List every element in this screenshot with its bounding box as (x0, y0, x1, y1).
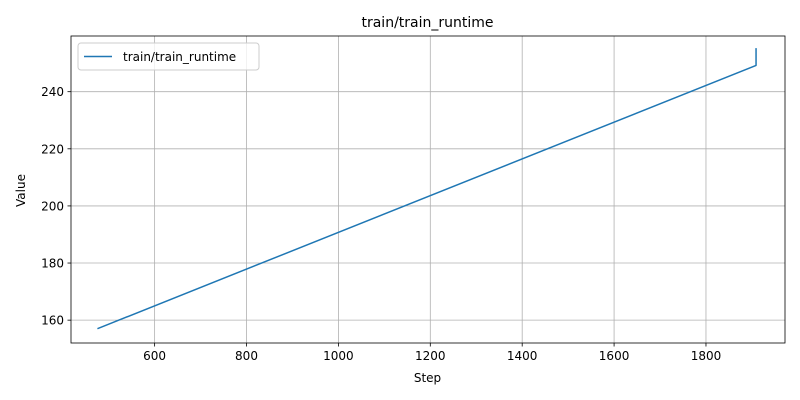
y-tick-label: 200 (41, 199, 64, 213)
x-tick-label: 1800 (691, 349, 722, 363)
axes-frame (70, 35, 786, 344)
x-tick-label: 1200 (415, 349, 446, 363)
y-tick-label: 240 (41, 85, 64, 99)
x-tick-label: 1400 (507, 349, 538, 363)
x-tick-label: 1000 (323, 349, 354, 363)
y-tick-label: 180 (41, 257, 64, 271)
plot-area: 600 800 1000 1200 1400 1600 1800 160 180 200 220 24… (41, 35, 786, 363)
x-axis-label: Step (414, 371, 441, 385)
x-tick-label: 1600 (599, 349, 630, 363)
legend-box (77, 42, 260, 71)
legend: train/train_runtime (77, 42, 260, 71)
y-tick-label: 220 (41, 142, 64, 156)
y-axis-label: Value (14, 174, 28, 207)
chart-title: train/train_runtime (361, 15, 493, 31)
x-tick-label: 800 (235, 349, 258, 363)
y-tick-label: 160 (41, 314, 64, 328)
legend-label: train/train_runtime (123, 50, 236, 64)
grid-lines (71, 36, 785, 343)
x-tick-label: 600 (143, 349, 166, 363)
series-line (97, 48, 757, 330)
